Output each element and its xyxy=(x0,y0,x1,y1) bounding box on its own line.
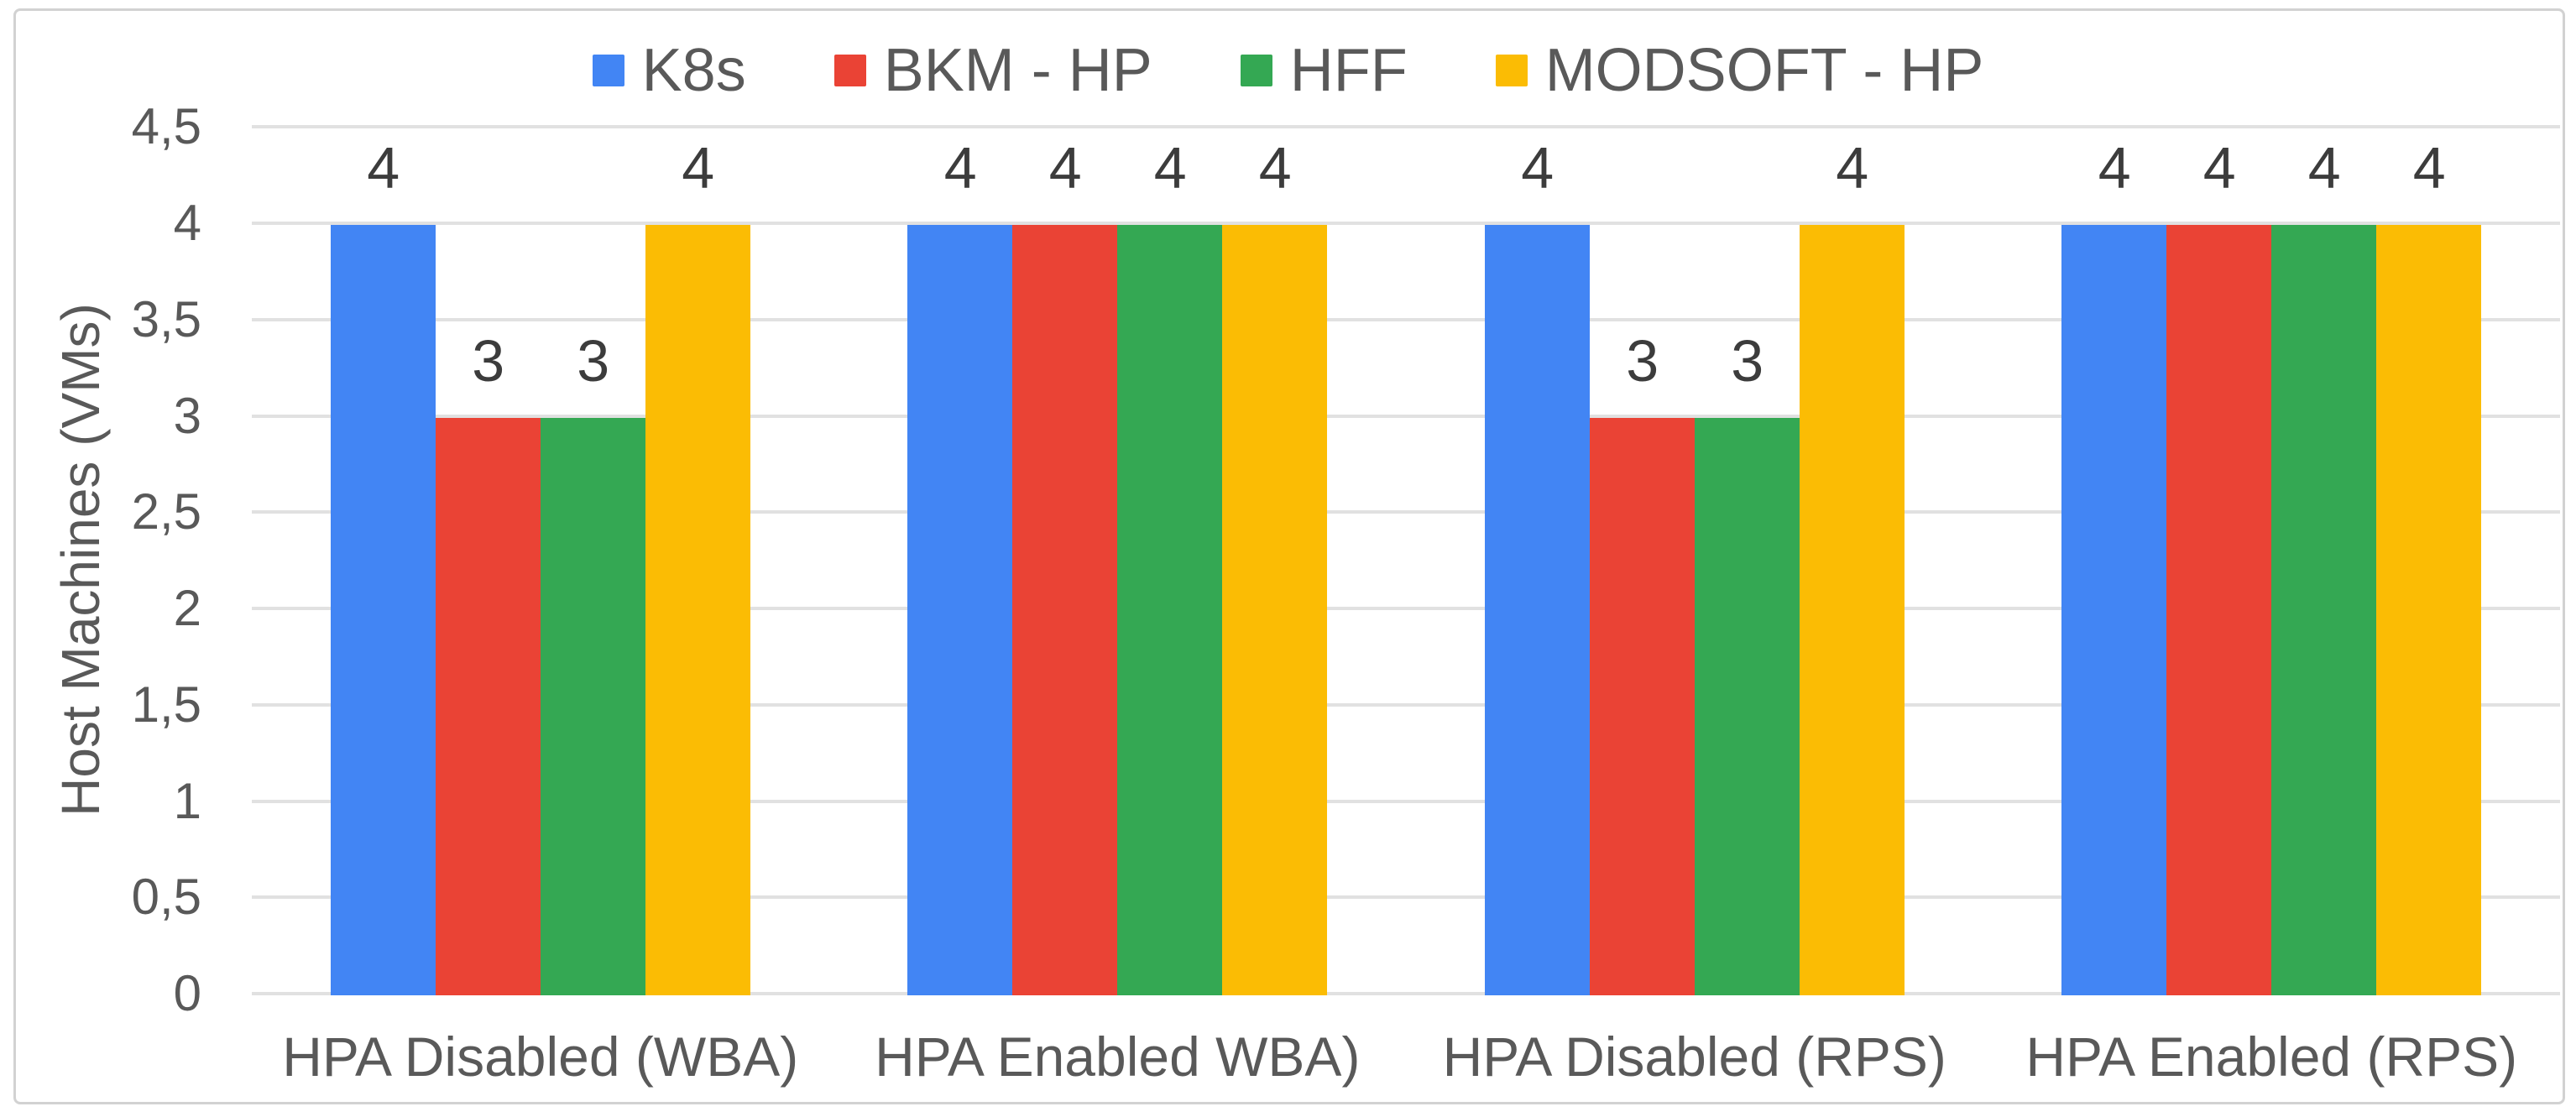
y-tick-label: 0 xyxy=(173,965,201,1021)
bar-value-label: 4 xyxy=(1048,135,1082,201)
x-category-label: HPA Disabled (WBA) xyxy=(282,1026,799,1088)
x-category-label: HPA Enabled (RPS) xyxy=(2025,1026,2518,1088)
bar xyxy=(1222,225,1328,995)
bar-value-label: 4 xyxy=(943,135,977,201)
y-tick-label: 3 xyxy=(173,387,201,444)
y-axis-title: Host Machines (VMs) xyxy=(50,303,111,817)
y-tick-label: 0,5 xyxy=(131,869,201,926)
bar xyxy=(1117,225,1223,995)
y-tick-label: 1 xyxy=(173,772,201,829)
bar-value-label: 4 xyxy=(2098,135,2131,201)
bar-value-label: 4 xyxy=(682,135,715,201)
bar-value-label: 4 xyxy=(2202,135,2236,201)
bar xyxy=(1694,417,1800,995)
bar-value-label: 3 xyxy=(577,327,610,394)
legend-label: HFF xyxy=(1289,37,1408,104)
gridline xyxy=(252,799,2560,803)
gridline xyxy=(252,222,2560,225)
x-category-label: HPA Enabled WBA) xyxy=(875,1026,1361,1088)
gridline xyxy=(252,125,2560,129)
y-tick-label: 3,5 xyxy=(131,290,201,347)
gridline xyxy=(252,607,2560,610)
y-tick-label: 1,5 xyxy=(131,676,201,733)
legend-marker-icon xyxy=(1495,55,1528,86)
bar xyxy=(435,417,541,995)
bar-value-label: 4 xyxy=(1153,135,1187,201)
legend-item: MODSOFT - HP xyxy=(1495,30,1984,111)
bar xyxy=(1484,225,1590,995)
y-tick-label: 2,5 xyxy=(131,483,201,540)
legend-label: K8s xyxy=(641,37,746,104)
legend-marker-icon xyxy=(833,55,866,86)
legend: K8s BKM - HP HFF MODSOFT - HP xyxy=(0,30,2576,111)
bar-value-label: 4 xyxy=(2412,135,2446,201)
gridline xyxy=(252,317,2560,321)
bar xyxy=(1799,225,1905,995)
legend-item: BKM - HP xyxy=(833,30,1152,111)
y-tick-label: 4,5 xyxy=(131,98,201,155)
bar xyxy=(330,225,436,995)
y-tick-label: 2 xyxy=(173,580,201,636)
gridline xyxy=(252,414,2560,418)
bar xyxy=(540,417,645,995)
gridline xyxy=(252,895,2560,900)
bar-value-label: 4 xyxy=(1521,135,1554,201)
legend-label: MODSOFT - HP xyxy=(1544,37,1984,104)
bar-value-label: 4 xyxy=(1836,135,1869,201)
x-category-label: HPA Disabled (RPS) xyxy=(1442,1026,1946,1088)
bar xyxy=(2061,225,2167,995)
bar xyxy=(1012,225,1118,995)
bar-value-label: 4 xyxy=(367,135,400,201)
bar xyxy=(2166,225,2272,995)
bar-value-label: 4 xyxy=(1258,135,1292,201)
bar-value-label: 4 xyxy=(2307,135,2341,201)
bar xyxy=(645,225,750,995)
bar xyxy=(2271,225,2377,995)
bar-value-label: 3 xyxy=(472,327,505,394)
bar xyxy=(1589,417,1695,995)
bar-value-label: 3 xyxy=(1731,327,1764,394)
legend-marker-icon xyxy=(1240,55,1272,86)
legend-marker-icon xyxy=(592,55,624,86)
legend-item: K8s xyxy=(592,30,746,111)
legend-item: HFF xyxy=(1240,30,1408,111)
gridline xyxy=(252,992,2560,995)
y-tick-label: 4 xyxy=(173,195,201,251)
gridline xyxy=(252,702,2560,707)
bar-value-label: 3 xyxy=(1626,327,1659,394)
bar xyxy=(907,225,1013,995)
bar xyxy=(2376,225,2482,995)
gridline xyxy=(252,510,2560,514)
legend-label: BKM - HP xyxy=(883,37,1152,104)
